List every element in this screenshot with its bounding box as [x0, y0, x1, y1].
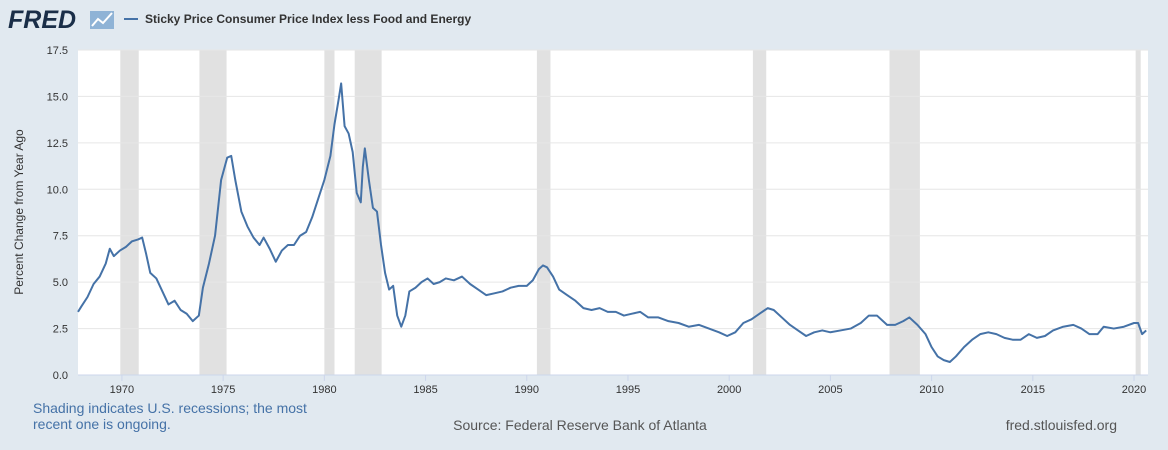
y-tick-label: 15.0: [47, 91, 68, 103]
x-tick-label: 2020: [1122, 384, 1146, 396]
y-tick-label: 2.5: [53, 324, 68, 336]
y-tick-label: 0.0: [53, 370, 68, 382]
x-tick-label: 2015: [1021, 384, 1045, 396]
x-tick-label: 1995: [616, 384, 640, 396]
recession-band: [536, 50, 551, 375]
y-tick-label: 5.0: [53, 277, 68, 289]
x-tick-label: 2010: [919, 384, 943, 396]
plot-area: [78, 50, 1148, 375]
source: Source: Federal Reserve Bank of Atlanta: [453, 417, 707, 433]
axes: 0.0 2.5 5.0 7.5 10.0 12.5 15.0 17.5 1970 1975 1980…: [47, 45, 1148, 396]
lines: [77, 82, 1147, 363]
data-line: [77, 82, 1147, 363]
note-box: Shading indicates U.S. recessions; the m…: [33, 400, 307, 432]
logo: FRED: [8, 6, 76, 34]
y-tick-label: 17.5: [47, 45, 68, 57]
x-tick-label: 2005: [818, 384, 842, 396]
y-tick-label: 7.5: [53, 231, 68, 243]
x-tick-label: 1975: [211, 384, 235, 396]
y-axis-label: Percent Change from Year Ago: [12, 129, 26, 295]
x-tick-label: 1970: [110, 384, 134, 396]
recession-band: [1135, 50, 1141, 375]
y-tick-label: 10.0: [47, 184, 68, 196]
recession-band: [120, 50, 139, 375]
recession-band: [324, 50, 335, 375]
x-tick-label: 1985: [413, 384, 437, 396]
x-tick-label: 1980: [312, 384, 336, 396]
legend-label: Sticky Price Consumer Price Index less F…: [145, 12, 471, 26]
recession-band: [199, 50, 227, 375]
grid: [78, 49, 1148, 376]
y-tick-label: 12.5: [47, 138, 68, 150]
logo-icon: [90, 11, 114, 29]
note: Shading indicates U.S. recessions; the m…: [33, 400, 307, 432]
recession-band: [752, 50, 767, 375]
site: fred.stlouisfed.org: [1006, 417, 1117, 433]
recessions: [120, 50, 1141, 375]
x-tick-label: 2000: [717, 384, 741, 396]
recession-band: [889, 50, 920, 375]
x-tick-label: 1990: [515, 384, 539, 396]
